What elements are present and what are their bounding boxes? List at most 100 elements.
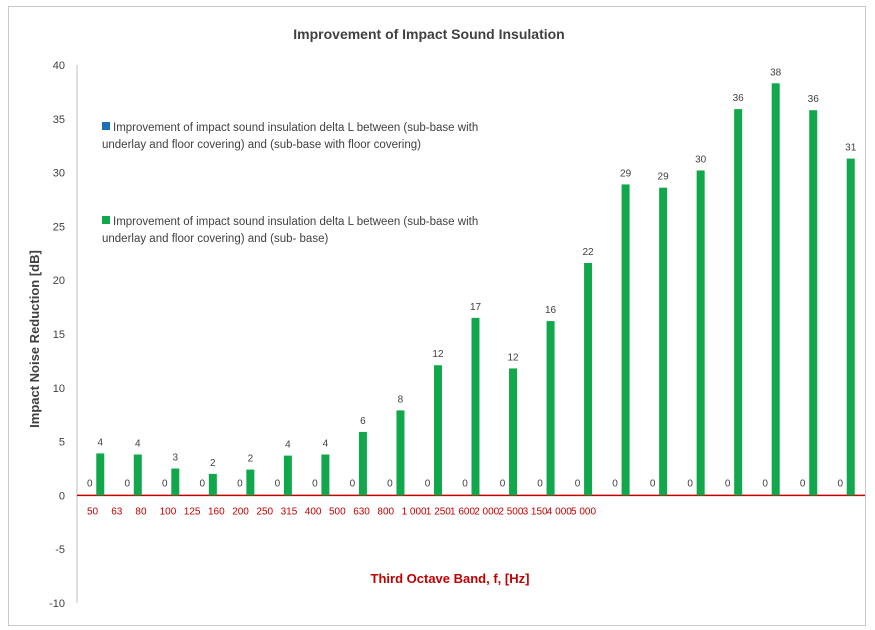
y-tick-label: 40 bbox=[53, 60, 65, 72]
y-tick-label: 25 bbox=[53, 221, 65, 233]
bar-series-2 bbox=[509, 368, 518, 496]
data-label-series-2: 22 bbox=[583, 247, 595, 258]
data-label-series-2: 36 bbox=[808, 94, 820, 105]
x-tick-label: 500 bbox=[329, 506, 346, 517]
data-label-series-1: 0 bbox=[725, 478, 731, 489]
chart: Improvement of Impact Sound Insulation I… bbox=[27, 26, 865, 610]
bars-layer bbox=[96, 83, 855, 496]
legend-label: Improvement of impact sound insulation d… bbox=[102, 122, 478, 151]
data-label-series-2: 6 bbox=[360, 416, 366, 427]
x-tick-label: 1 250 bbox=[426, 506, 451, 517]
bar-series-2 bbox=[584, 262, 593, 496]
data-label-series-1: 0 bbox=[387, 478, 393, 489]
y-tick-label: -5 bbox=[55, 544, 65, 556]
x-tick-label: 160 bbox=[208, 506, 225, 517]
legend: Improvement of impact sound insulation d… bbox=[102, 122, 478, 245]
data-label-series-2: 31 bbox=[845, 143, 857, 154]
data-label-series-1: 0 bbox=[200, 478, 206, 489]
bar-series-2 bbox=[358, 431, 367, 496]
data-label-series-2: 2 bbox=[210, 458, 216, 469]
data-label-series-2: 8 bbox=[398, 394, 404, 405]
data-label-series-1: 0 bbox=[87, 478, 93, 489]
data-label-series-2: 4 bbox=[135, 439, 141, 450]
bar-series-2 bbox=[321, 454, 330, 496]
y-tick-label: 30 bbox=[53, 168, 65, 180]
data-label-series-2: 12 bbox=[432, 349, 444, 360]
data-label-series-2: 4 bbox=[323, 439, 329, 450]
data-label-series-2: 4 bbox=[285, 440, 291, 451]
bar-series-2 bbox=[734, 109, 743, 496]
x-tick-label: 4 000 bbox=[547, 506, 572, 517]
data-label-series-1: 0 bbox=[800, 478, 806, 489]
legend-marker bbox=[102, 216, 110, 224]
data-label-series-1: 0 bbox=[687, 478, 693, 489]
bar-series-2 bbox=[283, 455, 292, 496]
x-tick-label: 200 bbox=[232, 506, 249, 517]
data-label-series-2: 2 bbox=[248, 454, 254, 465]
chart-title: Improvement of Impact Sound Insulation bbox=[293, 26, 564, 42]
data-label-series-1: 0 bbox=[312, 478, 318, 489]
data-label-series-1: 0 bbox=[425, 478, 431, 489]
bar-series-2 bbox=[771, 83, 780, 496]
x-tick-label: 1 000 bbox=[402, 506, 427, 517]
data-label-series-1: 0 bbox=[575, 478, 581, 489]
y-axis-label: Impact Noise Reduction [dB] bbox=[27, 250, 42, 428]
y-tick-label: -10 bbox=[49, 598, 65, 610]
data-label-series-1: 0 bbox=[275, 478, 281, 489]
x-axis-label: Third Octave Band, f, [Hz] bbox=[371, 571, 530, 586]
data-label-series-2: 16 bbox=[545, 305, 557, 316]
bar-series-2 bbox=[133, 454, 142, 496]
y-axis: -10 -5 0 5 10 15 20 25 30 35 40 bbox=[49, 60, 78, 610]
data-label-series-1: 0 bbox=[762, 478, 768, 489]
bar-series-2 bbox=[96, 453, 105, 496]
bar-series-2 bbox=[171, 468, 180, 496]
bar-series-2 bbox=[208, 473, 217, 496]
data-label-series-1: 0 bbox=[537, 478, 543, 489]
x-tick-label: 100 bbox=[160, 506, 177, 517]
x-tick-label: 250 bbox=[256, 506, 273, 517]
data-label-series-2: 3 bbox=[173, 453, 179, 464]
data-label-series-1: 0 bbox=[650, 478, 656, 489]
x-axis: 50 63 80 100 125 160 200 250 315 400 500 630 800 1 00… bbox=[77, 494, 865, 517]
data-label-series-1: 0 bbox=[500, 478, 506, 489]
data-label-series-2: 38 bbox=[770, 67, 782, 78]
bar-series-2 bbox=[546, 321, 555, 496]
y-tick-label: 5 bbox=[59, 437, 65, 449]
bar-series-2 bbox=[246, 469, 255, 496]
bar-series-2 bbox=[621, 184, 630, 496]
x-tick-label: 2 500 bbox=[498, 506, 523, 517]
data-label-series-1: 0 bbox=[350, 478, 356, 489]
y-tick-label: 35 bbox=[53, 114, 65, 126]
data-label-series-2: 4 bbox=[97, 437, 103, 448]
x-tick-label: 3 150 bbox=[523, 506, 548, 517]
data-label-series-2: 12 bbox=[507, 352, 519, 363]
data-label-series-2: 30 bbox=[695, 154, 707, 165]
x-tick-label: 63 bbox=[111, 506, 123, 517]
bar-series-2 bbox=[471, 317, 480, 496]
y-tick-label: 10 bbox=[53, 383, 65, 395]
data-labels-layer: 0404030202040406080120170120160220290290… bbox=[87, 67, 857, 489]
x-tick-label: 315 bbox=[281, 506, 298, 517]
data-label-series-1: 0 bbox=[125, 478, 131, 489]
legend-marker bbox=[102, 122, 110, 130]
data-label-series-2: 29 bbox=[620, 168, 632, 179]
data-label-series-2: 17 bbox=[470, 302, 482, 313]
bar-series-2 bbox=[846, 158, 855, 496]
data-label-series-1: 0 bbox=[162, 478, 168, 489]
bar-series-2 bbox=[696, 170, 705, 496]
y-tick-label: 20 bbox=[53, 275, 65, 287]
data-label-series-1: 0 bbox=[237, 478, 243, 489]
data-label-series-1: 0 bbox=[837, 478, 843, 489]
x-tick-label: 630 bbox=[353, 506, 370, 517]
x-tick-label: 5 000 bbox=[571, 506, 596, 517]
bar-series-2 bbox=[396, 410, 405, 496]
x-tick-label: 50 bbox=[87, 506, 99, 517]
data-label-series-1: 0 bbox=[612, 478, 618, 489]
bar-series-2 bbox=[433, 365, 442, 496]
data-label-series-2: 36 bbox=[733, 93, 745, 104]
x-tick-label: 2 000 bbox=[474, 506, 499, 517]
x-tick-label: 1 600 bbox=[450, 506, 475, 517]
x-tick-label: 80 bbox=[135, 506, 147, 517]
y-tick-label: 15 bbox=[53, 329, 65, 341]
bar-series-2 bbox=[809, 110, 818, 496]
